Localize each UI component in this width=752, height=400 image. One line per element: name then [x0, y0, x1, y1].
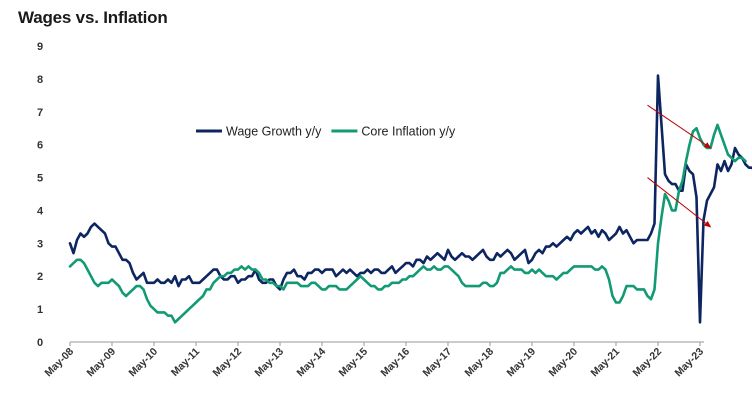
x-tick-label: May-10 — [126, 346, 160, 380]
y-tick-label: 0 — [37, 337, 43, 349]
y-tick-label: 3 — [37, 238, 43, 250]
y-tick-label: 6 — [37, 140, 43, 152]
x-tick-label: May-11 — [169, 346, 202, 379]
y-tick-label: 2 — [37, 271, 43, 283]
y-tick-label: 8 — [37, 74, 43, 86]
y-tick-label: 4 — [37, 205, 44, 217]
legend-label-wage: Wage Growth y/y — [226, 125, 322, 139]
x-tick-label: May-16 — [378, 346, 412, 380]
y-tick-label: 1 — [37, 304, 43, 316]
y-tick-label: 5 — [37, 173, 43, 185]
legend: Wage Growth y/y Core Inflation y/y — [196, 125, 456, 139]
trend-arrow — [647, 177, 712, 228]
legend-label-core: Core Inflation y/y — [361, 125, 456, 139]
x-tick-label: May-14 — [294, 346, 328, 380]
wage-growth-line — [68, 74, 752, 324]
trend-arrow — [647, 104, 712, 149]
y-tick-label: 9 — [37, 41, 43, 53]
x-tick-label: May-09 — [84, 346, 118, 380]
trend-arrows — [647, 104, 712, 228]
x-tick-label: May-22 — [630, 346, 664, 380]
series-lines — [68, 74, 752, 324]
x-tick-label: May-08 — [42, 346, 76, 380]
x-tick-label: May-23 — [672, 346, 706, 380]
x-tick-label: May-12 — [210, 346, 244, 380]
x-tick-label: May-19 — [504, 346, 538, 380]
x-tick-label: May-13 — [252, 346, 286, 380]
y-tick-label: 7 — [37, 107, 43, 119]
x-tick-label: May-20 — [546, 346, 580, 380]
chart-title: Wages vs. Inflation — [18, 8, 168, 27]
x-tick-label: May-17 — [420, 346, 454, 380]
x-tick-label: May-18 — [462, 346, 496, 380]
x-tick-label: May-15 — [336, 346, 370, 380]
x-tick-label: May-21 — [588, 346, 622, 380]
axes: 0 1 2 3 4 5 6 7 8 9 May-08 May-09 May-10 May-11 May-12… — [37, 41, 706, 379]
core-inflation-line — [68, 123, 747, 324]
